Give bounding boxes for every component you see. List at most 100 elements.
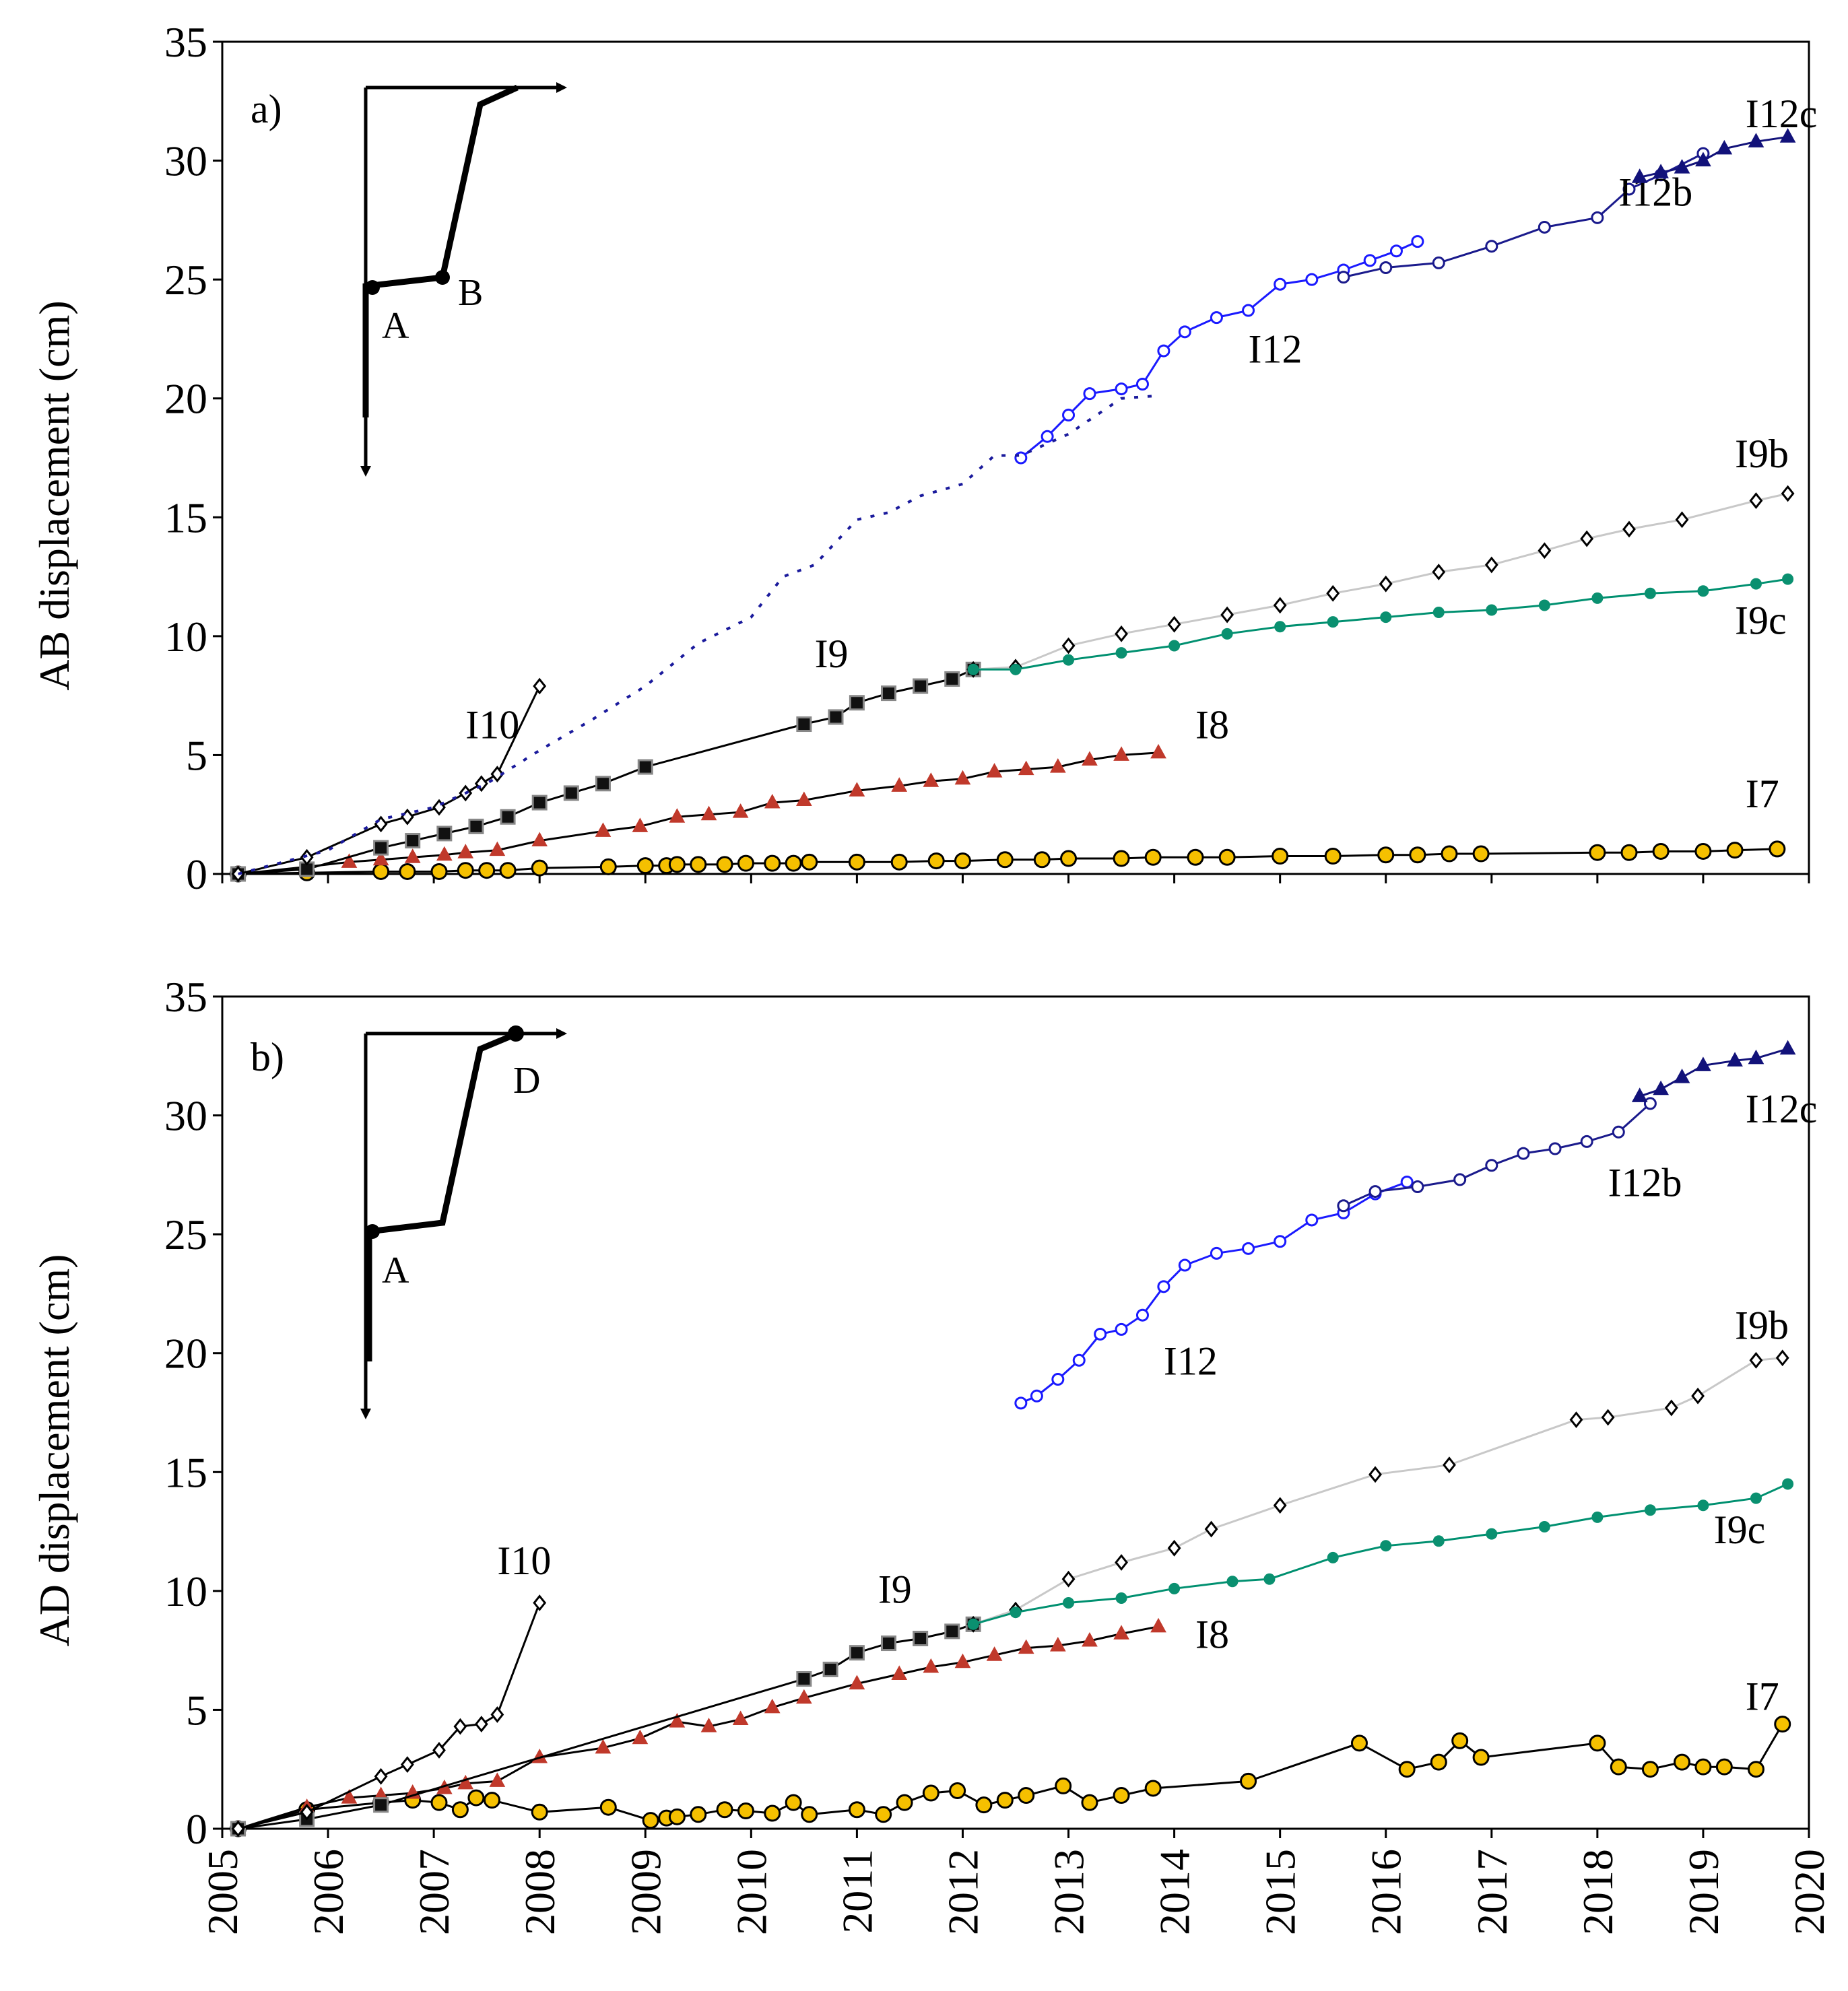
data-point xyxy=(1030,1389,1043,1403)
series-label: I9 xyxy=(878,1567,912,1612)
data-point xyxy=(1150,1617,1166,1633)
data-point xyxy=(668,1808,686,1825)
data-point xyxy=(430,1794,448,1811)
x-tick-label: 2009 xyxy=(622,1849,669,1935)
data-point xyxy=(474,1716,488,1733)
data-point xyxy=(1591,592,1604,604)
series-label: I9c xyxy=(1735,598,1787,642)
data-point xyxy=(1167,1539,1181,1557)
data-point xyxy=(341,853,358,868)
data-point xyxy=(430,863,448,880)
data-point xyxy=(954,1653,971,1668)
data-point xyxy=(1697,585,1709,597)
data-point xyxy=(1411,235,1424,248)
data-point xyxy=(1115,382,1128,396)
data-point xyxy=(1218,848,1236,866)
data-point xyxy=(716,1801,733,1819)
data-point xyxy=(1082,751,1098,766)
data-point xyxy=(499,862,517,879)
data-point xyxy=(1062,408,1076,421)
data-point xyxy=(1210,1246,1223,1260)
data-point xyxy=(1398,1761,1416,1778)
data-point xyxy=(1187,848,1204,866)
data-point xyxy=(1157,344,1170,358)
data-point xyxy=(489,1772,506,1787)
data-point xyxy=(1113,746,1129,761)
data-point xyxy=(533,677,547,695)
data-point xyxy=(404,848,421,863)
data-point xyxy=(457,844,474,858)
data-point xyxy=(1273,597,1287,614)
data-point xyxy=(1622,520,1636,538)
data-point xyxy=(1072,1353,1086,1367)
data-point xyxy=(737,854,754,872)
data-point xyxy=(1014,1396,1028,1410)
data-point xyxy=(967,1618,979,1630)
data-point xyxy=(1486,604,1498,616)
plot-frame xyxy=(221,995,1810,1830)
y-tick-label: 10 xyxy=(164,613,207,661)
y-tick-label: 0 xyxy=(186,850,207,898)
series-i9: I9 xyxy=(230,632,981,882)
data-point xyxy=(1178,1258,1191,1272)
series-i9c: I9c xyxy=(967,573,1794,675)
data-point xyxy=(1643,1097,1657,1110)
data-point xyxy=(1601,1409,1615,1426)
data-point xyxy=(1779,1040,1796,1055)
data-point xyxy=(923,772,939,787)
data-point xyxy=(1548,1142,1562,1155)
data-point xyxy=(1451,1732,1469,1749)
data-point xyxy=(1716,139,1733,155)
data-point xyxy=(1747,1761,1764,1778)
data-point xyxy=(848,853,865,871)
data-point xyxy=(1113,850,1130,867)
data-point xyxy=(944,1623,960,1640)
y-tick-label: 30 xyxy=(164,137,207,185)
data-point xyxy=(1082,1631,1098,1647)
data-point xyxy=(796,716,812,733)
x-tick-label: 2017 xyxy=(1468,1849,1516,1935)
panel-b: AD displacement (cm) b) D A 0 5 10 15 20 25 30… xyxy=(30,973,1833,1935)
data-point xyxy=(372,863,390,880)
data-point xyxy=(1379,575,1393,593)
data-point xyxy=(1055,1777,1072,1794)
y-tick-label: 10 xyxy=(164,1567,207,1615)
data-point xyxy=(954,770,971,785)
y-tick-label: 25 xyxy=(164,1211,207,1258)
data-point xyxy=(405,833,421,849)
data-point xyxy=(764,794,781,809)
data-point xyxy=(1014,451,1028,465)
data-point xyxy=(300,1803,314,1821)
data-point xyxy=(848,1801,865,1819)
data-point xyxy=(1610,1758,1627,1776)
series-label: I8 xyxy=(1195,703,1229,747)
data-point xyxy=(849,1645,865,1661)
data-point xyxy=(1472,845,1490,863)
data-point xyxy=(642,1812,659,1829)
data-point xyxy=(1674,1753,1691,1771)
data-point xyxy=(1694,1758,1712,1776)
series-line xyxy=(972,1483,1789,1625)
series-dotted-trend xyxy=(238,395,1154,875)
data-point xyxy=(1049,1637,1066,1652)
data-point xyxy=(890,853,908,871)
data-point xyxy=(490,766,504,783)
series-i9b: I9b xyxy=(966,1304,1789,1633)
data-point xyxy=(1167,615,1181,633)
data-point xyxy=(1432,256,1445,269)
data-point xyxy=(1305,273,1319,286)
data-point xyxy=(944,671,960,687)
data-point xyxy=(1782,1478,1794,1490)
series-line xyxy=(238,395,1154,875)
data-point xyxy=(1115,1322,1128,1336)
data-point xyxy=(1631,1087,1648,1102)
series-line xyxy=(1020,1181,1408,1405)
data-point xyxy=(1337,1199,1350,1213)
data-point xyxy=(1135,378,1149,391)
data-point xyxy=(1094,1327,1107,1341)
series-i7: I7 xyxy=(230,1674,1791,1837)
data-point xyxy=(1018,1639,1034,1654)
data-point xyxy=(927,852,945,870)
data-point xyxy=(531,795,548,811)
data-point xyxy=(1368,1185,1382,1199)
